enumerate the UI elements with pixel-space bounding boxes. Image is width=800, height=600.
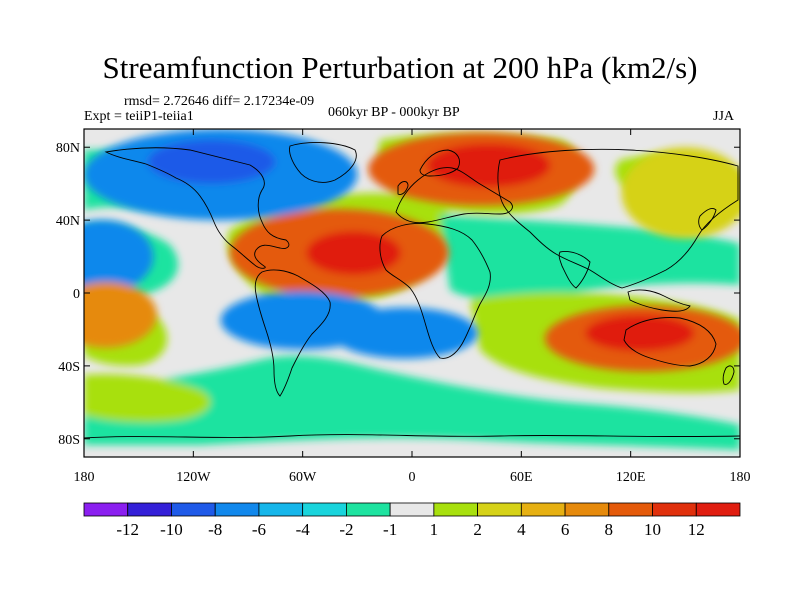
colorbar-label: 4	[517, 520, 526, 539]
coastline-australia	[623, 317, 717, 367]
colorbar-label: -1	[383, 520, 397, 539]
lat-tick-label: 40N	[56, 214, 80, 229]
colorbar-swatch	[127, 502, 172, 517]
colorbar-swatch	[477, 502, 522, 517]
lon-tick-label: 120W	[176, 470, 211, 485]
coastlines	[84, 142, 740, 439]
page-title: Streamfunction Perturbation at 200 hPa (…	[102, 50, 698, 85]
colorbar-label: 6	[561, 520, 570, 539]
coastline-north-america	[104, 147, 290, 269]
colorbar-label: -10	[160, 520, 183, 539]
lat-tick-label: 0	[73, 287, 80, 302]
colorbar-swatch	[171, 502, 216, 517]
colorbar-swatch	[302, 502, 347, 517]
blob-layer	[84, 129, 740, 372]
band-negative-tropics	[440, 215, 740, 302]
coastline-africa	[379, 223, 491, 359]
coastline-scandinavia	[419, 149, 460, 177]
coastline-india	[558, 251, 591, 289]
colorbar-swatch	[433, 502, 479, 517]
colorbar-label: 2	[473, 520, 482, 539]
colorbar-label: -2	[339, 520, 353, 539]
colorbar-label: -6	[252, 520, 266, 539]
band-positive-southpacific	[84, 374, 211, 423]
season-label: JJA	[713, 109, 735, 124]
experiment-label: Expt = teiiP1-teiia1	[84, 109, 194, 124]
lat-tick-label: 80S	[58, 433, 80, 448]
colorbar-swatch	[564, 502, 610, 517]
coastline-southeast-asia-islands	[627, 289, 691, 312]
field-blob-12	[621, 147, 740, 239]
lat-tick-label: 40S	[58, 360, 80, 375]
field-blob-5	[147, 139, 276, 184]
colorbar-label: -4	[296, 520, 311, 539]
coastline-antarctica	[84, 434, 740, 439]
lon-tick-label: 60W	[289, 470, 317, 485]
colorbar-swatch	[83, 502, 129, 517]
stats-line: rmsd= 2.72646 diff= 2.17234e-09	[124, 94, 315, 109]
coastline-japan	[698, 207, 717, 231]
colorbar-swatch	[520, 502, 566, 517]
band-negative-south	[84, 355, 740, 450]
lon-tick-label: 180	[730, 470, 751, 485]
coastline-new-zealand	[722, 365, 735, 385]
colorbar-swatch	[258, 502, 304, 517]
coastline-asia	[497, 148, 739, 289]
colorbar-label: 1	[430, 520, 439, 539]
colorbar-swatch	[345, 502, 391, 517]
lon-tick-label: 0	[409, 470, 416, 485]
colorbar-label: -8	[208, 520, 222, 539]
colorbar-label: 8	[605, 520, 614, 539]
field-layer	[84, 129, 740, 457]
field-blob-10	[585, 314, 695, 352]
lon-tick-label: 60E	[510, 470, 533, 485]
colorbar-swatch	[695, 502, 741, 517]
colorbar-swatch	[608, 502, 653, 517]
lon-tick-layer: 180 120W 60W 0 60E 120E 180	[74, 129, 751, 485]
coastline-south-america	[254, 269, 331, 397]
lon-tick-label: 120E	[616, 470, 646, 485]
colorbar-label: 10	[644, 520, 661, 539]
period-label: 060kyr BP - 000kyr BP	[328, 105, 460, 120]
lat-tick-label: 80N	[56, 141, 80, 156]
field-blob-1	[306, 231, 402, 275]
colorbar-swatch	[214, 502, 260, 517]
colorbar-swatch	[389, 502, 435, 517]
coastline-europe	[395, 167, 513, 224]
colorbar-swatch	[652, 502, 697, 517]
colorbar-label: 12	[688, 520, 705, 539]
coastline-greenland	[289, 142, 357, 183]
field-blob-11	[84, 282, 157, 348]
lat-tick-layer: 80N 40N 0 40S 80S	[56, 141, 740, 448]
coastline-uk	[397, 181, 409, 195]
field-blob-3	[426, 143, 551, 188]
field-blob-8	[84, 220, 154, 293]
colorbar: -12 -10 -8 -6 -4 -2 -1 1 2 4 6 8 10 12	[83, 502, 741, 539]
lon-tick-label: 180	[74, 470, 95, 485]
colorbar-label: -12	[116, 520, 139, 539]
field-blob-7	[331, 307, 478, 359]
